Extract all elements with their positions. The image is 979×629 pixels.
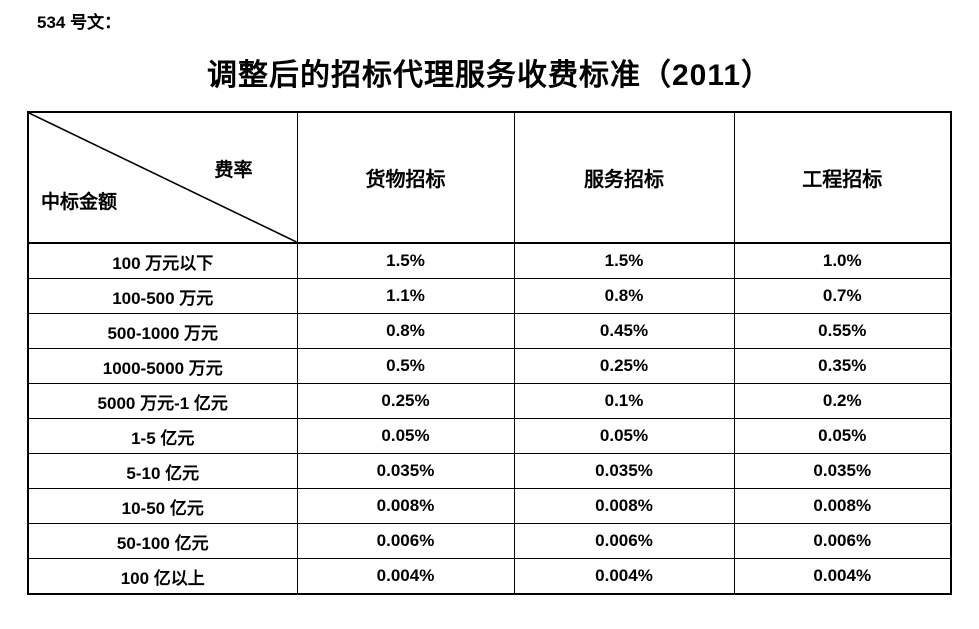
row-label: 5-10 亿元 <box>27 453 298 489</box>
table-row: 10-50 亿元 0.008% 0.008% 0.008% <box>27 488 952 524</box>
column-header-services: 服务招标 <box>513 111 735 244</box>
table-row: 5-10 亿元 0.035% 0.035% 0.035% <box>27 453 952 489</box>
fee-value-cell: 0.008% <box>733 488 952 524</box>
fee-value-cell: 0.006% <box>296 523 515 559</box>
corner-label-rate: 费率 <box>214 160 253 181</box>
fee-value-cell: 0.5% <box>296 348 515 384</box>
row-label: 100 万元以下 <box>27 242 298 279</box>
row-label: 500-1000 万元 <box>27 313 298 349</box>
table-row: 100 亿以上 0.004% 0.004% 0.004% <box>27 558 952 595</box>
row-label: 5000 万元-1 亿元 <box>27 383 298 419</box>
table-row: 500-1000 万元 0.8% 0.45% 0.55% <box>27 313 952 349</box>
table-row: 1000-5000 万元 0.5% 0.25% 0.35% <box>27 348 952 384</box>
fee-value-cell: 0.2% <box>733 383 952 419</box>
fee-value-cell: 1.1% <box>296 278 515 314</box>
page-title: 调整后的招标代理服务收费标准（2011） <box>206 59 773 92</box>
fee-value-cell: 0.8% <box>513 278 735 314</box>
fee-value-cell: 1.5% <box>513 242 735 279</box>
table-header-row: 费率 中标金额 货物招标 服务招标 工程招标 <box>27 111 952 244</box>
row-label: 100-500 万元 <box>27 278 298 314</box>
fee-value-cell: 0.05% <box>733 418 952 454</box>
fee-value-cell: 1.5% <box>296 242 515 279</box>
table-corner-cell: 费率 中标金额 <box>27 111 298 244</box>
fee-value-cell: 0.8% <box>296 313 515 349</box>
fee-value-cell: 0.004% <box>296 558 515 595</box>
doc-number-label: 534 号文： <box>37 13 122 32</box>
fee-value-cell: 0.05% <box>296 418 515 454</box>
diagonal-divider-line <box>29 113 297 242</box>
fee-value-cell: 0.035% <box>296 453 515 489</box>
column-header-goods: 货物招标 <box>296 111 515 244</box>
table-row: 1-5 亿元 0.05% 0.05% 0.05% <box>27 418 952 454</box>
fee-value-cell: 0.008% <box>296 488 515 524</box>
row-label: 1000-5000 万元 <box>27 348 298 384</box>
fee-value-cell: 0.1% <box>513 383 735 419</box>
fee-value-cell: 0.035% <box>513 453 735 489</box>
fee-value-cell: 0.035% <box>733 453 952 489</box>
fee-value-cell: 0.25% <box>296 383 515 419</box>
table-row: 100 万元以下 1.5% 1.5% 1.0% <box>27 242 952 279</box>
fee-table: 费率 中标金额 货物招标 服务招标 工程招标 100 万元以下 1.5% 1.5… <box>27 111 952 595</box>
fee-value-cell: 0.006% <box>733 523 952 559</box>
fee-value-cell: 0.7% <box>733 278 952 314</box>
table-row: 100-500 万元 1.1% 0.8% 0.7% <box>27 278 952 314</box>
fee-value-cell: 0.008% <box>513 488 735 524</box>
fee-value-cell: 0.45% <box>513 313 735 349</box>
fee-value-cell: 1.0% <box>733 242 952 279</box>
row-label: 100 亿以上 <box>27 558 298 595</box>
fee-value-cell: 0.35% <box>733 348 952 384</box>
row-label: 1-5 亿元 <box>27 418 298 454</box>
fee-value-cell: 0.55% <box>733 313 952 349</box>
fee-value-cell: 0.004% <box>733 558 952 595</box>
fee-value-cell: 0.25% <box>513 348 735 384</box>
corner-label-amount: 中标金额 <box>41 192 118 213</box>
fee-value-cell: 0.004% <box>513 558 735 595</box>
row-label: 50-100 亿元 <box>27 523 298 559</box>
table-row: 50-100 亿元 0.006% 0.006% 0.006% <box>27 523 952 559</box>
table-body: 100 万元以下 1.5% 1.5% 1.0% 100-500 万元 1.1% … <box>27 242 952 595</box>
fee-value-cell: 0.006% <box>513 523 735 559</box>
row-label: 10-50 亿元 <box>27 488 298 524</box>
column-header-engineering: 工程招标 <box>733 111 952 244</box>
fee-value-cell: 0.05% <box>513 418 735 454</box>
table-row: 5000 万元-1 亿元 0.25% 0.1% 0.2% <box>27 383 952 419</box>
